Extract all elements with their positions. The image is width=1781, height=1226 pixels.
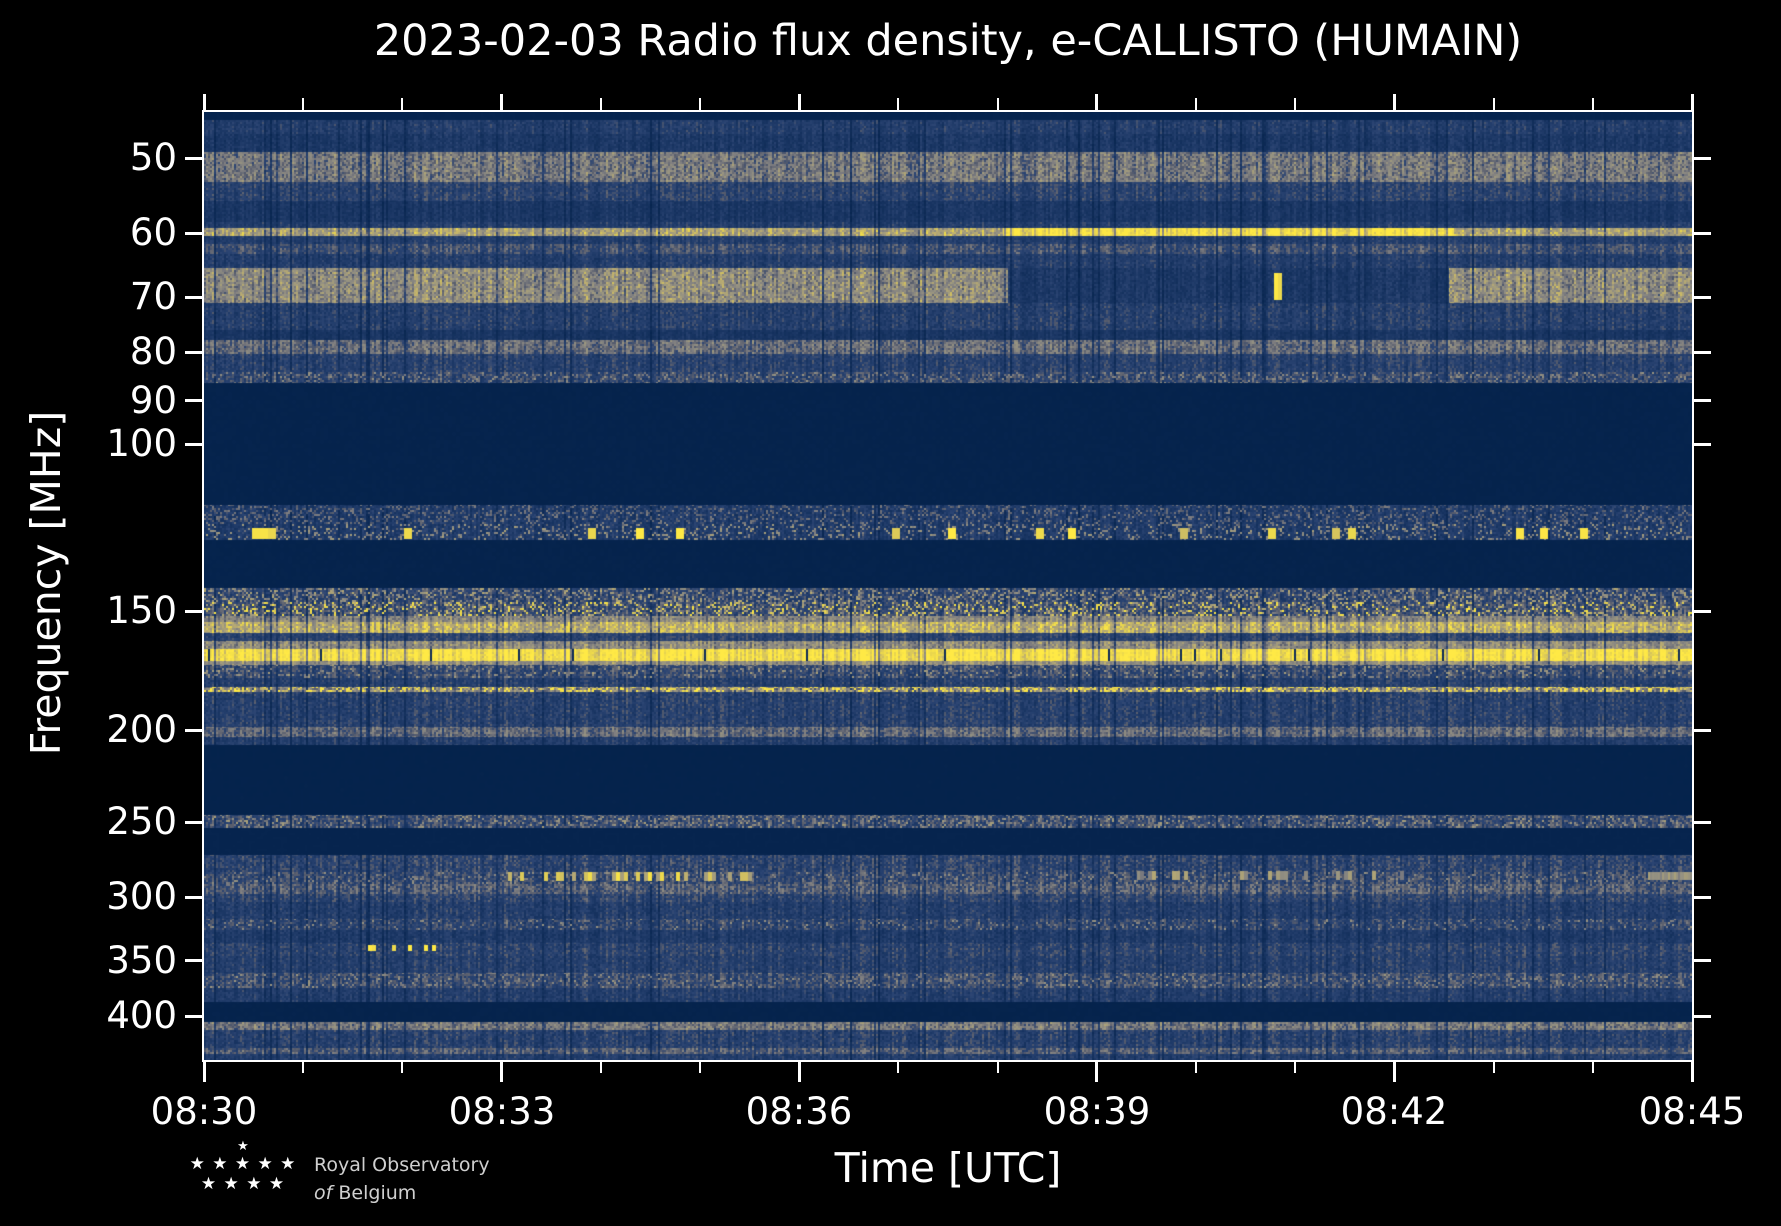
x-major-tick: [1393, 1061, 1396, 1082]
x-minor-tick-top: [699, 98, 701, 110]
x-minor-tick-top: [897, 98, 899, 110]
x-major-tick-top: [1095, 94, 1098, 110]
x-tick-label: 08:45: [1638, 1090, 1746, 1133]
y-major-tick-right: [1694, 351, 1711, 354]
x-minor-tick: [401, 1061, 403, 1073]
y-major-tick: [185, 296, 202, 299]
y-major-tick: [185, 896, 202, 899]
y-major-tick-right: [1694, 1015, 1711, 1018]
x-major-tick-top: [1393, 94, 1396, 110]
x-minor-tick: [699, 1061, 701, 1073]
x-tick-label: 08:30: [150, 1090, 258, 1133]
y-major-tick: [185, 157, 202, 160]
y-tick-label: 100: [106, 422, 177, 465]
plot-frame: [202, 110, 1694, 1062]
observatory-logo-text: Royal Observatory of Belgium: [314, 1152, 490, 1207]
x-major-tick-top: [500, 94, 503, 110]
y-tick-label: 250: [106, 800, 177, 843]
y-tick-label: 90: [129, 379, 177, 422]
y-major-tick-right: [1694, 896, 1711, 899]
x-minor-tick: [997, 1061, 999, 1073]
y-major-tick: [185, 1015, 202, 1018]
x-major-tick: [798, 1061, 801, 1082]
x-minor-tick-top: [401, 98, 403, 110]
y-major-tick-right: [1694, 729, 1711, 732]
y-tick-label: 80: [129, 330, 177, 373]
x-minor-tick: [600, 1061, 602, 1073]
x-minor-tick-top: [1294, 98, 1296, 110]
y-tick-label: 150: [106, 589, 177, 632]
y-major-tick: [185, 729, 202, 732]
y-major-tick-right: [1694, 443, 1711, 446]
x-minor-tick-top: [600, 98, 602, 110]
y-major-tick: [185, 351, 202, 354]
y-major-tick-right: [1694, 610, 1711, 613]
y-major-tick-right: [1694, 821, 1711, 824]
x-minor-tick-top: [1592, 98, 1594, 110]
y-tick-label: 350: [106, 939, 177, 982]
x-minor-tick-top: [302, 98, 304, 110]
y-tick-label: 400: [106, 994, 177, 1037]
observatory-logo-stars-icon: ★ ★ ★ ★ ★ ★ ★ ★ ★ ★: [189, 1139, 297, 1194]
x-major-tick-top: [1691, 94, 1694, 110]
y-tick-label: 200: [106, 708, 177, 751]
y-major-tick: [185, 443, 202, 446]
x-minor-tick: [1493, 1061, 1495, 1073]
y-tick-label: 70: [129, 275, 177, 318]
x-major-tick: [203, 1061, 206, 1082]
y-major-tick-right: [1694, 296, 1711, 299]
y-major-tick-right: [1694, 157, 1711, 160]
x-minor-tick-top: [1195, 98, 1197, 110]
y-major-tick-right: [1694, 232, 1711, 235]
x-major-tick: [1095, 1061, 1098, 1082]
x-major-tick-top: [798, 94, 801, 110]
x-tick-label: 08:42: [1340, 1090, 1448, 1133]
y-major-tick: [185, 959, 202, 962]
y-major-tick: [185, 232, 202, 235]
y-axis-label: Frequency [MHz]: [22, 410, 70, 756]
x-major-tick: [500, 1061, 503, 1082]
y-tick-label: 300: [106, 875, 177, 918]
y-tick-label: 50: [129, 136, 177, 179]
x-axis-label: Time [UTC]: [834, 1144, 1062, 1192]
chart-title: 2023-02-03 Radio flux density, e-CALLIST…: [373, 16, 1523, 66]
y-major-tick: [185, 821, 202, 824]
x-minor-tick: [1195, 1061, 1197, 1073]
x-minor-tick-top: [1493, 98, 1495, 110]
y-major-tick-right: [1694, 959, 1711, 962]
x-minor-tick-top: [997, 98, 999, 110]
x-minor-tick: [302, 1061, 304, 1073]
y-major-tick: [185, 610, 202, 613]
logo-line-2: of Belgium: [314, 1181, 417, 1204]
x-major-tick: [1691, 1061, 1694, 1082]
y-tick-label: 60: [129, 211, 177, 254]
y-major-tick-right: [1694, 399, 1711, 402]
x-tick-label: 08:39: [1043, 1090, 1151, 1133]
x-minor-tick: [897, 1061, 899, 1073]
y-major-tick: [185, 399, 202, 402]
x-major-tick-top: [203, 94, 206, 110]
x-minor-tick: [1592, 1061, 1594, 1073]
spectrogram-canvas: [204, 112, 1692, 1060]
logo-line-1: Royal Observatory: [314, 1154, 490, 1176]
x-tick-label: 08:36: [745, 1090, 853, 1133]
x-minor-tick: [1294, 1061, 1296, 1073]
x-tick-label: 08:33: [448, 1090, 556, 1133]
